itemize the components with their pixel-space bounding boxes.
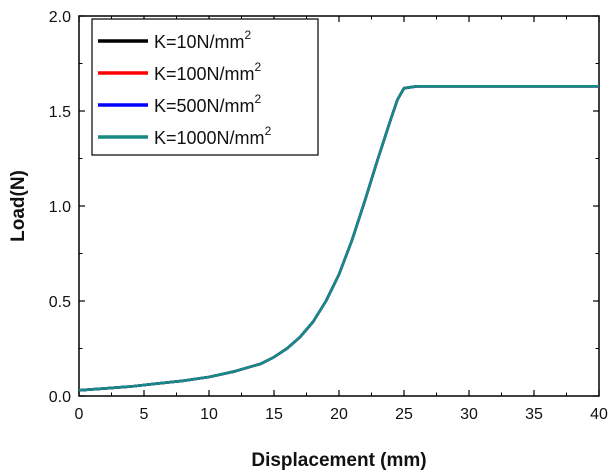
legend-label-4: K=1000N/mm2 (154, 124, 272, 148)
x-tick-label: 30 (460, 406, 478, 423)
legend-superscript: 2 (265, 124, 272, 138)
y-tick-label: 1.0 (49, 199, 71, 216)
legend-superscript: 2 (255, 60, 262, 74)
legend-label-3: K=500N/mm2 (154, 92, 262, 116)
series-lines (78, 85, 599, 392)
x-tick-label: 25 (395, 406, 413, 423)
tick-labels: 0 5 10 15 20 25 30 35 40 0.0 0.5 1.0 1.5 2.0 (49, 9, 608, 423)
y-axis-title: Load(N) (8, 170, 29, 242)
x-tick-label: 35 (525, 406, 543, 423)
x-tick-label: 10 (200, 406, 218, 423)
x-tick-label: 0 (75, 406, 84, 423)
y-tick-label: 1.5 (49, 104, 71, 121)
x-axis-title: Displacement (mm) (251, 450, 426, 471)
legend-label-2: K=100N/mm2 (154, 60, 262, 84)
x-tick-label: 15 (265, 406, 283, 423)
x-tick-label: 40 (590, 406, 608, 423)
y-tick-label: 0.5 (49, 294, 71, 311)
x-tick-label: 20 (330, 406, 348, 423)
y-tick-label: 2.0 (49, 9, 71, 26)
legend: K=10N/mm2 K=100N/mm2 K=500N/mm2 K=1000N/mm2 (91, 18, 319, 156)
legend-label-1: K=10N/mm2 (154, 28, 252, 52)
x-tick-label: 5 (140, 406, 149, 423)
legend-superscript: 2 (255, 92, 262, 106)
y-tick-label: 0.0 (49, 389, 71, 406)
series-line-4 (78, 85, 599, 392)
legend-superscript: 2 (245, 28, 252, 42)
